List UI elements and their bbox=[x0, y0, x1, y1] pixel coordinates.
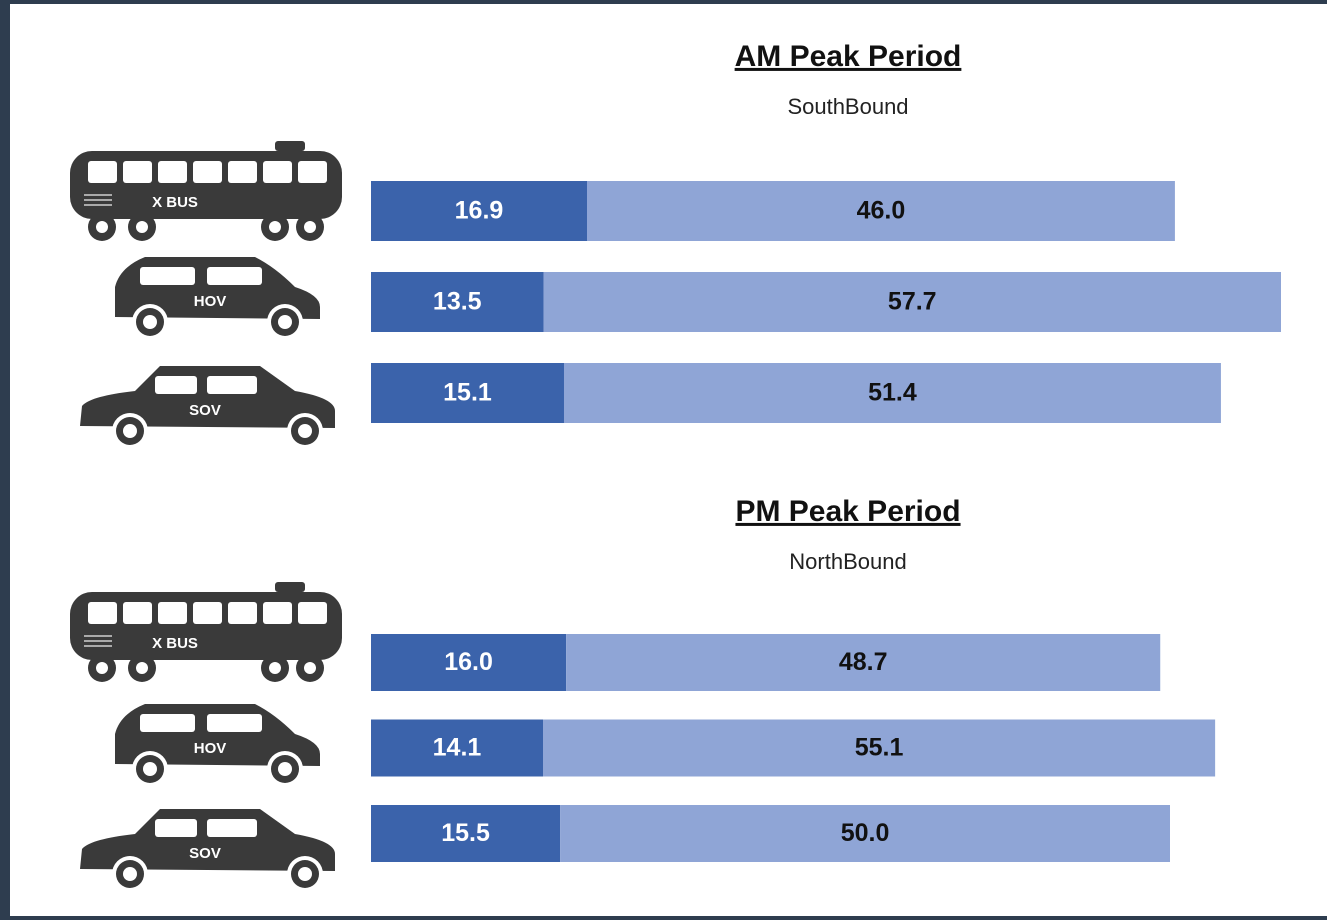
hub bbox=[304, 662, 316, 674]
car-window bbox=[140, 267, 195, 285]
bar-segment bbox=[563, 363, 1221, 423]
bus-window bbox=[263, 161, 292, 183]
hub bbox=[123, 424, 137, 438]
chart-subtitle: SouthBound bbox=[787, 94, 908, 119]
bus-window bbox=[193, 161, 222, 183]
hub bbox=[298, 424, 312, 438]
hub bbox=[269, 662, 281, 674]
bus-window bbox=[123, 602, 152, 624]
car-window bbox=[155, 376, 197, 394]
value-label: 14.1 bbox=[433, 734, 482, 762]
bar-segment bbox=[586, 181, 1175, 241]
value-label: 48.7 bbox=[839, 648, 888, 676]
vehicle-icon: SOV bbox=[80, 809, 335, 892]
bar-segment bbox=[371, 181, 587, 241]
value-label: 57.7 bbox=[888, 288, 937, 316]
bus-roof bbox=[275, 582, 305, 592]
car-body bbox=[80, 809, 335, 871]
vehicle-icon: HOV bbox=[115, 257, 320, 340]
bus-window bbox=[263, 602, 292, 624]
bar-segment bbox=[371, 363, 564, 423]
bar-segment bbox=[542, 719, 1216, 777]
chart-title: AM Peak Period bbox=[735, 40, 962, 73]
vehicle-icon: SOV bbox=[80, 366, 335, 449]
hub bbox=[278, 762, 292, 776]
icon-label: X BUS bbox=[152, 635, 198, 652]
bus-window bbox=[298, 602, 327, 624]
value-label: 15.5 bbox=[441, 819, 490, 847]
hub bbox=[123, 867, 137, 881]
bar-segment bbox=[560, 805, 1170, 862]
value-label: 13.5 bbox=[433, 288, 482, 316]
value-label: 51.4 bbox=[868, 379, 917, 407]
icon-label: HOV bbox=[194, 740, 227, 757]
vehicle-icon: HOV bbox=[115, 704, 320, 787]
bar-segment bbox=[371, 805, 561, 862]
value-label: 16.9 bbox=[455, 197, 504, 225]
chart: AM Peak Period SouthBound X BUS 16.9 46.0 HOV… bbox=[70, 40, 1281, 892]
car-window bbox=[207, 267, 262, 285]
vehicle-icon: X BUS bbox=[70, 582, 342, 682]
bus-grill bbox=[84, 640, 112, 642]
bus-window bbox=[88, 161, 117, 183]
hub bbox=[298, 867, 312, 881]
icon-label: SOV bbox=[189, 402, 221, 419]
bus-window bbox=[158, 602, 187, 624]
bus-grill bbox=[84, 194, 112, 196]
car-body bbox=[80, 366, 335, 428]
icon-label: X BUS bbox=[152, 194, 198, 211]
icon-label: HOV bbox=[194, 293, 227, 310]
car-window bbox=[140, 714, 195, 732]
hub bbox=[269, 221, 281, 233]
hub bbox=[136, 662, 148, 674]
bus-window bbox=[228, 161, 257, 183]
hub bbox=[143, 315, 157, 329]
car-window bbox=[155, 819, 197, 837]
icon-label: SOV bbox=[189, 845, 221, 862]
hub bbox=[96, 662, 108, 674]
bus-grill bbox=[84, 645, 112, 647]
value-label: 50.0 bbox=[841, 819, 890, 847]
bus-window bbox=[298, 161, 327, 183]
vehicle-icon: X BUS bbox=[70, 141, 342, 241]
hub bbox=[96, 221, 108, 233]
bar-segment bbox=[566, 634, 1161, 691]
bus-window bbox=[228, 602, 257, 624]
value-label: 55.1 bbox=[855, 734, 904, 762]
value-label: 16.0 bbox=[444, 648, 493, 676]
car-window bbox=[207, 376, 257, 394]
value-label: 15.1 bbox=[443, 379, 492, 407]
bus-window bbox=[123, 161, 152, 183]
chart-subtitle: NorthBound bbox=[789, 549, 906, 574]
bus-grill bbox=[84, 204, 112, 206]
bus-roof bbox=[275, 141, 305, 151]
bus-window bbox=[158, 161, 187, 183]
bar-segment bbox=[371, 272, 544, 332]
value-label: 46.0 bbox=[857, 197, 906, 225]
bus-grill bbox=[84, 199, 112, 201]
hub bbox=[304, 221, 316, 233]
bus-grill bbox=[84, 635, 112, 637]
car-window bbox=[207, 714, 262, 732]
bar-segment bbox=[543, 272, 1281, 332]
bar-segment bbox=[371, 634, 567, 691]
bus-window bbox=[193, 602, 222, 624]
bar-segment bbox=[371, 719, 543, 777]
hub bbox=[278, 315, 292, 329]
page: AM Peak Period SouthBound X BUS 16.9 46.0 HOV… bbox=[10, 4, 1327, 916]
hub bbox=[143, 762, 157, 776]
chart-title: PM Peak Period bbox=[735, 495, 960, 528]
car-window bbox=[207, 819, 257, 837]
bus-window bbox=[88, 602, 117, 624]
hub bbox=[136, 221, 148, 233]
